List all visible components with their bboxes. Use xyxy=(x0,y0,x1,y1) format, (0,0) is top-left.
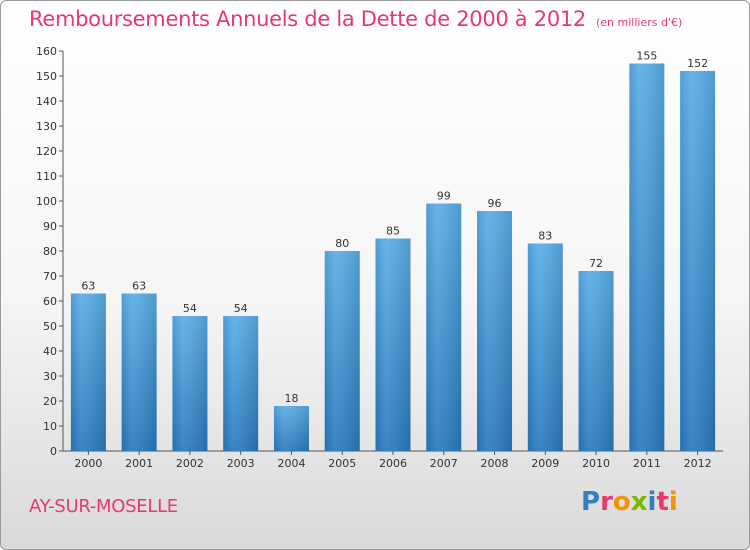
y-tick-label: 90 xyxy=(43,220,57,233)
bar-shade xyxy=(426,203,462,451)
bar-shade xyxy=(578,271,614,451)
y-tick-label: 40 xyxy=(43,345,57,358)
logo-letter: t xyxy=(656,487,669,517)
chart-title: Remboursements Annuels de la Dette de 20… xyxy=(29,7,682,31)
bar-value-label: 99 xyxy=(437,190,451,203)
y-tick-label: 60 xyxy=(43,295,57,308)
y-tick-label: 70 xyxy=(43,270,57,283)
bar-shade xyxy=(273,406,309,451)
logo-letter: r xyxy=(600,487,613,517)
bar-shade xyxy=(375,238,411,451)
y-tick-label: 110 xyxy=(36,170,57,183)
x-tick-label: 2004 xyxy=(277,457,305,470)
bar-value-label: 54 xyxy=(234,302,248,315)
y-tick-label: 150 xyxy=(36,70,57,83)
chart-title-text: Remboursements Annuels de la Dette de 20… xyxy=(29,7,586,31)
proxiti-logo: Proxiti xyxy=(581,487,678,517)
bar-value-label: 152 xyxy=(687,57,708,70)
x-tick-label: 2012 xyxy=(684,457,712,470)
bars: 63 63 54 54 18 80 85 99 96 83 72 155 152 xyxy=(70,50,716,451)
bar-value-label: 83 xyxy=(538,230,552,243)
logo-letter: i xyxy=(647,487,657,517)
y-tick-label: 130 xyxy=(36,120,57,133)
y-tick-label: 120 xyxy=(36,145,57,158)
x-tick-label: 2002 xyxy=(176,457,204,470)
axes: 0 10 20 30 40 50 60 70 80 90 100 110 120 130 140 150 160… xyxy=(36,45,723,470)
bar-shade xyxy=(70,293,106,451)
bar-value-label: 63 xyxy=(81,280,95,293)
x-tick-label: 2010 xyxy=(582,457,610,470)
bar-value-label: 18 xyxy=(284,392,298,405)
y-tick-label: 30 xyxy=(43,370,57,383)
x-tick-label: 2011 xyxy=(633,457,661,470)
x-tick-label: 2007 xyxy=(430,457,458,470)
y-tick-label: 10 xyxy=(43,420,57,433)
y-tick-label: 160 xyxy=(36,45,57,58)
bar-value-label: 54 xyxy=(183,302,197,315)
logo-letter: i xyxy=(668,487,678,517)
y-tick-label: 140 xyxy=(36,95,57,108)
y-tick-label: 0 xyxy=(50,445,57,458)
x-tick-label: 2008 xyxy=(481,457,509,470)
bar-value-label: 96 xyxy=(488,197,502,210)
x-tick-label: 2009 xyxy=(531,457,559,470)
logo-letter: P xyxy=(581,487,601,517)
chart-subtitle: (en milliers d'€) xyxy=(596,16,683,29)
x-tick-label: 2006 xyxy=(379,457,407,470)
y-tick-label: 80 xyxy=(43,245,57,258)
city-name: AY-SUR-MOSELLE xyxy=(29,496,178,517)
bar-value-label: 63 xyxy=(132,280,146,293)
bar-shade xyxy=(629,63,665,451)
x-tick-label: 2000 xyxy=(74,457,102,470)
x-tick-label: 2001 xyxy=(125,457,153,470)
bar-value-label: 85 xyxy=(386,225,400,238)
bar-shade xyxy=(324,251,360,451)
logo-letter: o xyxy=(612,487,631,517)
logo-letter: x xyxy=(630,487,648,517)
x-tick-label: 2005 xyxy=(328,457,356,470)
y-tick-label: 20 xyxy=(43,395,57,408)
bar-shade xyxy=(680,71,716,451)
bar-shade xyxy=(223,316,259,451)
y-tick-label: 50 xyxy=(43,320,57,333)
bar-value-label: 155 xyxy=(636,50,657,63)
bar-shade xyxy=(172,316,208,451)
bar-value-label: 80 xyxy=(335,237,349,250)
bar-shade xyxy=(477,211,513,451)
bar-shade xyxy=(527,243,563,451)
bar-value-label: 72 xyxy=(589,257,603,270)
x-tick-label: 2003 xyxy=(227,457,255,470)
y-tick-label: 100 xyxy=(36,195,57,208)
bar-shade xyxy=(121,293,157,451)
